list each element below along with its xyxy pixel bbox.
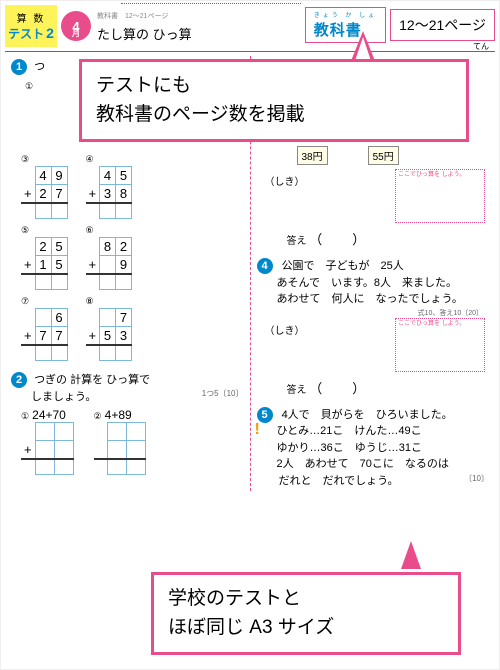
price-1: 38円 — [297, 146, 328, 165]
q2p2-expr: 4+89 — [105, 408, 132, 422]
prob3-num: ③ — [21, 154, 68, 165]
q2-prob1: ① 24+70 + — [21, 408, 74, 475]
work-box-1: ここでひっ算を しよう。 — [395, 169, 485, 223]
prob8-grid: 7 +53 — [86, 308, 133, 361]
title-area: 教科書 12〜21ページ たし算の ひっ算 — [93, 5, 303, 43]
month-unit: 月 — [72, 28, 80, 39]
q4-badge: 4 — [257, 258, 273, 274]
callout-bottom: 学校のテストと ほぼ同じ A3 サイズ — [151, 572, 461, 655]
price-2: 55円 — [368, 146, 399, 165]
q1-badge: 1 — [11, 59, 27, 75]
problem-5: ⑤ 25 +15 — [21, 225, 68, 290]
callout-top: テストにも 教科書のページ数を掲載 — [79, 59, 469, 142]
q4-line3: あわせて 何人に なったでしょう。 — [277, 291, 490, 308]
page-range: 12〜21ページ — [390, 9, 495, 41]
textbook-ruby: きょう か しょ — [314, 10, 377, 19]
q2-problems: ① 24+70 + ② 4+89 — [21, 408, 244, 475]
answer-paren-1: （） — [309, 232, 395, 247]
prob3-grid: 49 +27 — [21, 166, 68, 219]
prob5-num: ⑤ — [21, 225, 68, 236]
q4: 4 公園で 子どもが 25人 あそんで います。8人 来ました。 あわせて 何人… — [257, 258, 490, 318]
callout-bottom-line1: 学校のテストと — [168, 585, 444, 614]
prob7-num: ⑦ — [21, 296, 68, 307]
header-rule — [5, 51, 495, 52]
q2-badge: 2 — [11, 372, 27, 388]
month-badge: 4 月 — [61, 11, 91, 41]
q2-text2: しましょう。 — [31, 388, 96, 404]
answer-paren-2: （） — [309, 381, 395, 396]
callout-pointer-bottom — [401, 541, 421, 569]
problems-row-34: ③ 49 +27 ④ 45 +38 — [21, 154, 244, 219]
q2-text: つぎの 計算を ひっ算で — [34, 374, 150, 386]
problems-row-56: ⑤ 25 +15 ⑥ 82 +9 — [21, 225, 244, 290]
textbook-ref: 教科書 12〜21ページ — [97, 11, 303, 21]
q2p2-grid — [94, 422, 147, 475]
q5-line4: 2人 あわせて 70こに なるのは — [277, 456, 490, 473]
prob4-grid: 45 +38 — [86, 166, 133, 219]
answer-2: 答え （） — [287, 378, 490, 397]
q5-line1: 4人で 貝がらを ひろいました。 — [282, 409, 453, 421]
q5: 5 4人で 貝がらを ひろいました。 ! ひとみ…21こ けんた…49こ ゆかり… — [257, 407, 490, 490]
prob6-grid: 82 +9 — [86, 237, 133, 290]
q2-prob2: ② 4+89 — [94, 408, 147, 475]
answer-1: 答え （） — [287, 229, 490, 248]
shiki-1: （しき） — [265, 173, 305, 188]
q2p1-grid: + — [21, 422, 74, 475]
work-box-2: ここでひっ算を しよう。 — [395, 318, 485, 372]
q4-points: 式10、答え10〔20〕 — [257, 308, 484, 318]
problem-8: ⑧ 7 +53 — [86, 296, 133, 361]
problem-4: ④ 45 +38 — [86, 154, 133, 219]
q2p2-num: ② — [94, 411, 102, 421]
workbox-label-1: ここでひっ算を しよう。 — [398, 169, 465, 178]
test-label: テスト — [8, 25, 44, 42]
callout-bottom-line2: ほぼ同じ A3 サイズ — [168, 614, 444, 643]
dotted-line — [121, 3, 301, 4]
q5-line3: ゆかり…36こ ゆうじ…31こ — [277, 440, 490, 457]
callout-top-line2: 教科書のページ数を掲載 — [96, 101, 452, 130]
answer-label-1: 答え — [287, 236, 307, 247]
q4-line1: 公園で 子どもが 25人 — [282, 260, 404, 272]
prob8-num: ⑧ — [86, 296, 133, 307]
q1-text: つ — [34, 61, 45, 73]
subject-badge: 算 数 テスト 2 — [5, 5, 57, 47]
problem-3: ③ 49 +27 — [21, 154, 68, 219]
worksheet-title: たし算の ひっ算 — [97, 24, 303, 43]
q5-line2: ひとみ…21こ けんた…49こ — [277, 423, 490, 440]
q4-line2: あそんで います。8人 来ました。 — [277, 275, 490, 292]
prob6-num: ⑥ — [86, 225, 133, 236]
q5-line5: だれと だれでしょう。 — [279, 473, 399, 490]
exclamation-icon: ! — [255, 421, 260, 439]
callout-pointer-top — [351, 31, 375, 61]
q2p1-num: ① — [21, 411, 29, 421]
q2p1-expr: 24+70 — [32, 408, 66, 422]
price-tags: 38円 55円 — [297, 146, 490, 165]
callout-top-line1: テストにも — [96, 72, 452, 101]
problem-6: ⑥ 82 +9 — [86, 225, 133, 290]
q5-points: 〔10〕 — [464, 473, 489, 490]
test-number: 2 — [46, 25, 54, 41]
answer-label-2: 答え — [287, 385, 307, 396]
problems-row-78: ⑦ 6 +77 ⑧ 7 +53 — [21, 296, 244, 361]
prob4-num: ④ — [86, 154, 133, 165]
workbox-label-2: ここでひっ算を しよう。 — [398, 318, 465, 327]
worksheet-page: 算 数 テスト 2 4 月 教科書 12〜21ページ たし算の ひっ算 きょう … — [0, 0, 500, 670]
prob7-grid: 6 +77 — [21, 308, 68, 361]
header: 算 数 テスト 2 4 月 教科書 12〜21ページ たし算の ひっ算 きょう … — [5, 5, 495, 49]
score-unit: てん — [473, 41, 489, 52]
problem-7: ⑦ 6 +77 — [21, 296, 68, 361]
subject-label: 算 数 — [17, 10, 46, 25]
prob5-grid: 25 +15 — [21, 237, 68, 290]
q2-header: 2 つぎの 計算を ひっ算で — [11, 371, 244, 388]
shiki-2: （しき） — [265, 322, 305, 337]
q2-points: 1つ5〔10〕 — [202, 388, 244, 404]
